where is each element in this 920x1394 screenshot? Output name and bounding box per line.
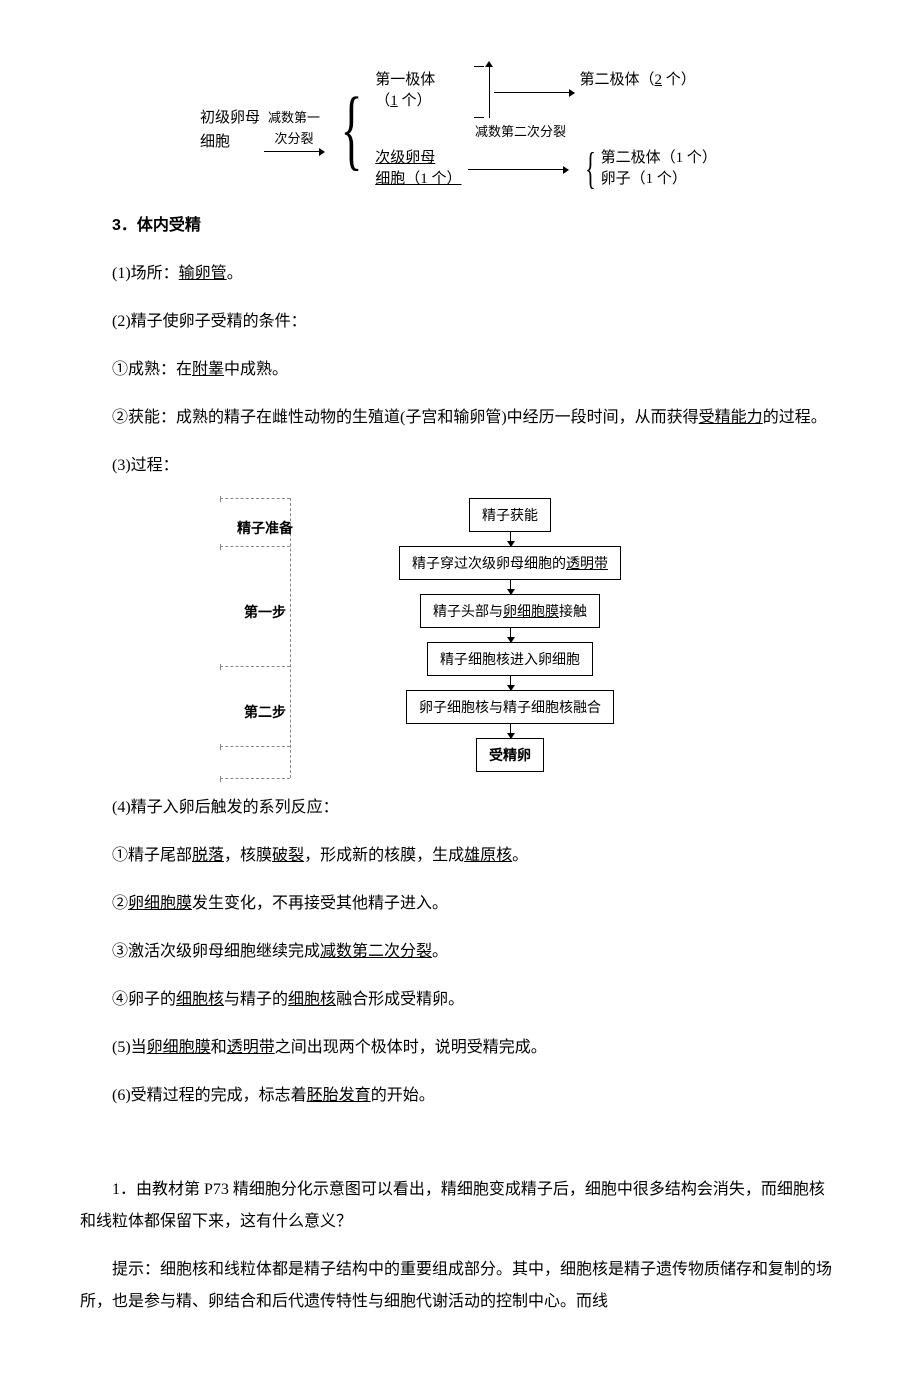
- point-6: (6)受精过程的完成，标志着胚胎发育的开始。: [80, 1080, 840, 1112]
- step-zona: 精子穿过次级卵母细胞的透明带: [399, 546, 621, 580]
- arrow-down-icon: [510, 676, 511, 690]
- phase-step2: 第二步: [220, 698, 310, 726]
- dash-line: [220, 778, 290, 779]
- text: 第一极体: [375, 70, 461, 91]
- meiosis2-label: 减数第二次分裂: [468, 122, 574, 143]
- point-4: (4)精子入卵后触发的系列反应：: [80, 792, 840, 824]
- meiosis1-arrow: 减数第一 次分裂: [264, 70, 324, 190]
- intermediate-cells: 第一极体 （1 个） 次级卵母 细胞（1 个）: [375, 70, 461, 190]
- point-4-3: ③激活次级卵母细胞继续完成减数第二次分裂。: [80, 936, 840, 968]
- point-4-2: ②卵细胞膜发生变化，不再接受其他精子进入。: [80, 888, 840, 920]
- arrow-down-icon: [510, 532, 511, 546]
- step-nucleus-enter: 精子细胞核进入卵细胞: [427, 642, 593, 676]
- step-fusion: 卵子细胞核与精子细胞核融合: [406, 690, 614, 724]
- text: 次级卵母: [375, 148, 461, 169]
- text: 初级卵母: [200, 106, 260, 130]
- text: 细胞: [200, 130, 260, 154]
- text: （1 个）: [375, 91, 461, 112]
- point-4-4: ④卵子的细胞核与精子的细胞核融合形成受精卵。: [80, 984, 840, 1016]
- dash-line: [220, 546, 290, 547]
- point-2: (2)精子使卵子受精的条件：: [80, 306, 840, 338]
- step-membrane-contact: 精子头部与卵细胞膜接触: [420, 594, 600, 628]
- flowchart-steps: 精子获能 精子穿过次级卵母细胞的透明带 精子头部与卵细胞膜接触 精子细胞核进入卵…: [320, 498, 700, 772]
- arrow-icon: [468, 169, 568, 170]
- second-polar-body-top: 第二极体（2 个）: [580, 70, 717, 91]
- point-4-1: ①精子尾部脱落，核膜破裂，形成新的核膜，生成雄原核。: [80, 840, 840, 872]
- fertilization-flowchart: 精子准备 第一步 第二步 精子获能 精子穿过次级卵母细胞的透明带 精子头部与卵细…: [220, 498, 700, 772]
- point-3: (3)过程：: [80, 450, 840, 482]
- oocyte-division-diagram: 初级卵母 细胞 减数第一 次分裂 { 第一极体 （1 个） 次级卵母 细胞（1 …: [200, 70, 720, 190]
- bottom-products: { 第二极体（1 个） 卵子（1 个）: [580, 148, 717, 190]
- arrow-down-icon: [510, 724, 511, 738]
- dash-line: [220, 746, 290, 747]
- brace-icon: {: [341, 70, 363, 190]
- text: 细胞（1 个）: [375, 169, 461, 190]
- first-polar-body: 第一极体 （1 个）: [375, 70, 461, 112]
- dash-line: [220, 498, 290, 499]
- point-5: (5)当卵细胞膜和透明带之间出现两个极体时，说明受精完成。: [80, 1032, 840, 1064]
- arrow-icon: [494, 92, 574, 93]
- converge-arrow-icon: [474, 66, 490, 118]
- point-1: (1)场所：输卵管。: [80, 258, 840, 290]
- second-polar-body: 第二极体（1 个）: [601, 148, 717, 169]
- point-2-1: ①成熟：在附睾中成熟。: [80, 354, 840, 386]
- primary-oocyte-label: 初级卵母 细胞: [200, 70, 260, 190]
- brace-icon: {: [585, 149, 596, 189]
- question-1: 1．由教材第 P73 精细胞分化示意图可以看出，精细胞变成精子后，细胞中很多结构…: [80, 1174, 840, 1238]
- secondary-oocyte: 次级卵母 细胞（1 个）: [375, 148, 461, 190]
- arrow-label: 次分裂: [264, 129, 324, 150]
- meiosis2-arrows: 减数第二次分裂: [468, 70, 574, 190]
- step-zygote: 受精卵: [476, 738, 544, 772]
- point-2-2: ②获能：成熟的精子在雌性动物的生殖道(子宫和输卵管)中经历一段时间，从而获得受精…: [80, 402, 840, 434]
- phase-prep: 精子准备: [220, 514, 310, 542]
- arrow-down-icon: [510, 580, 511, 594]
- arrow-down-icon: [510, 628, 511, 642]
- step-capacitation: 精子获能: [469, 498, 551, 532]
- final-cells: 第二极体（2 个） { 第二极体（1 个） 卵子（1 个）: [580, 70, 717, 190]
- phase-labels: 精子准备 第一步 第二步: [220, 498, 310, 772]
- answer-1: 提示：细胞核和线粒体都是精子结构中的重要组成部分。其中，细胞核是精子遗传物质储存…: [80, 1254, 840, 1318]
- dash-line: [220, 666, 290, 667]
- arrow-label: 减数第一: [264, 108, 324, 129]
- section-3-title: 3．体内受精: [80, 210, 840, 242]
- ovum: 卵子（1 个）: [601, 169, 717, 190]
- phase-step1: 第一步: [220, 598, 310, 626]
- arrow-icon: [264, 151, 324, 152]
